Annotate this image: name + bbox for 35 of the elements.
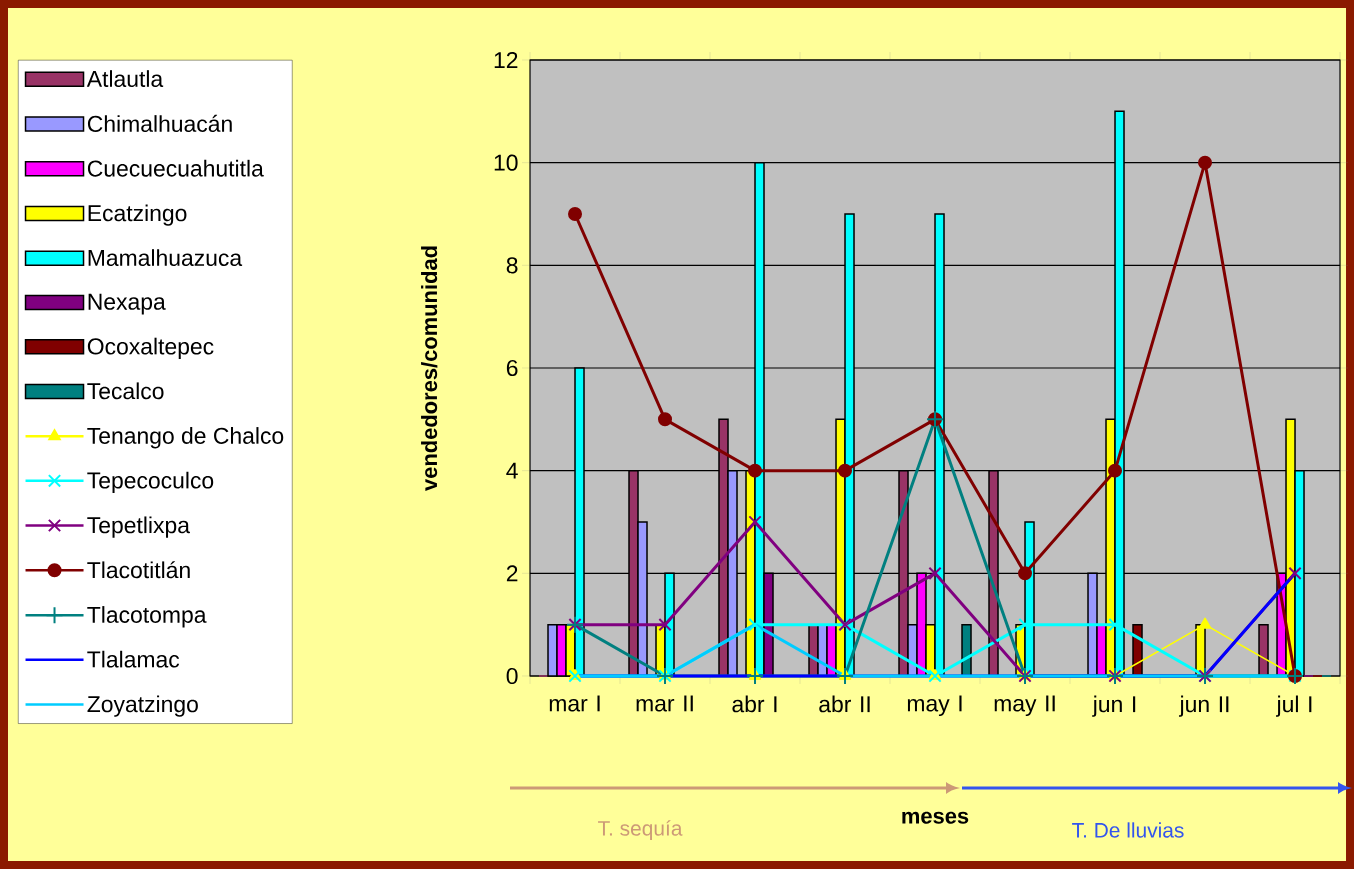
y-tick-label: 8 (506, 257, 518, 274)
x-tick-label: mar I (549, 695, 600, 712)
x-tick-label: abr I (732, 695, 777, 713)
legend-label: Ecatzingo (88, 204, 187, 226)
legend-label: Tlacotompa (87, 606, 207, 628)
y-tick-label: 10 (494, 154, 518, 171)
legend-label: Mamalhuazuca (88, 249, 243, 267)
legend-label: Nexapa (88, 293, 166, 315)
legend-label: Tepetlixpa (87, 516, 190, 538)
legend-label: Cuecuecuahutitla (87, 159, 264, 177)
legend-label: Tepecoculco (87, 471, 214, 494)
text: T. De lluvias (1072, 822, 1184, 838)
legend-label: Tenango de Chalco (87, 427, 284, 449)
legend-label: Atlautla (86, 70, 164, 88)
legend-label: Tecalco (87, 382, 164, 400)
x-tick-label: abr II (819, 695, 870, 713)
legend-label: Tlacotitlán (87, 561, 190, 579)
y-tick-label: 6 (506, 359, 518, 377)
text: T. sequía (598, 820, 683, 840)
legend-label: Chimalhuacán (87, 114, 232, 132)
x-tick-label: jul I (1275, 695, 1312, 717)
y-tick-label: 2 (506, 565, 518, 582)
x-tick-label: jun II (1178, 695, 1229, 717)
x-tick-label: may I (907, 695, 962, 717)
x-axis-title: meses (902, 811, 969, 824)
y-axis-title: vendedores/comunidad (421, 246, 438, 491)
x-tick-label: may II (994, 695, 1055, 717)
y-tick-label: 4 (506, 462, 518, 479)
y-tick-label: 12 (494, 51, 518, 68)
x-tick-label: mar II (636, 695, 693, 712)
x-tick-label: jun I (1092, 695, 1136, 717)
legend-label: Tlalamac (87, 650, 180, 668)
y-tick-label: 0 (506, 667, 518, 685)
legend-label: Zoyatzingo (87, 695, 198, 717)
legend-label: Ocoxaltepec (87, 337, 214, 360)
